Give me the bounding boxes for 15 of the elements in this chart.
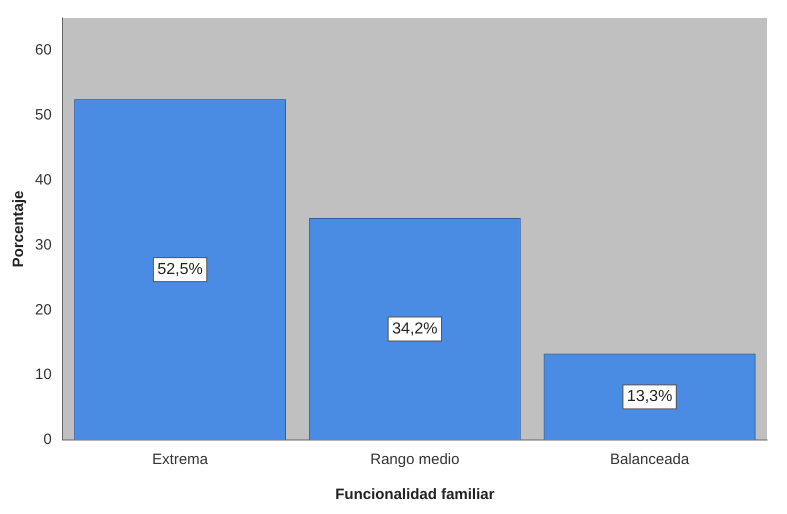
x-tick-label: Rango medio — [370, 451, 460, 468]
x-tick-label: Extrema — [152, 451, 209, 468]
y-tick-label: 10 — [34, 366, 52, 384]
y-tick-label: 0 — [43, 431, 52, 448]
y-axis-title: Porcentaje — [10, 190, 28, 268]
y-tick-label: 60 — [34, 42, 52, 59]
y-tick-label: 30 — [34, 236, 52, 254]
x-axis-title: Funcionalidad familiar — [335, 486, 495, 504]
data-label: 34,2% — [392, 320, 438, 338]
data-label: 13,3% — [626, 388, 672, 406]
data-label: 52,5% — [157, 260, 203, 278]
y-tick-label: 50 — [34, 106, 52, 124]
y-tick-label: 40 — [34, 171, 52, 188]
x-tick-label: Balanceada — [610, 451, 690, 468]
y-tick-label: 20 — [34, 301, 52, 318]
